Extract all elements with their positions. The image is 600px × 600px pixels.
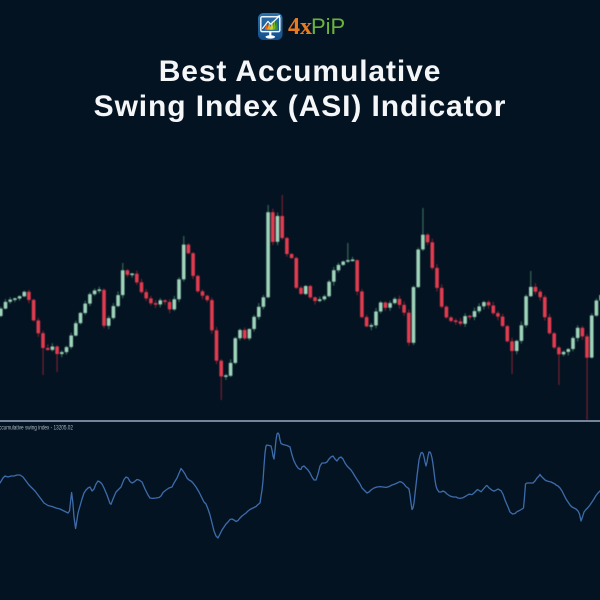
svg-text:PiP: PiP (311, 14, 345, 39)
svg-text:4x: 4x (288, 14, 312, 40)
svg-text:ccumulative swing index - 1320: ccumulative swing index - 13205.02 (0, 426, 74, 432)
